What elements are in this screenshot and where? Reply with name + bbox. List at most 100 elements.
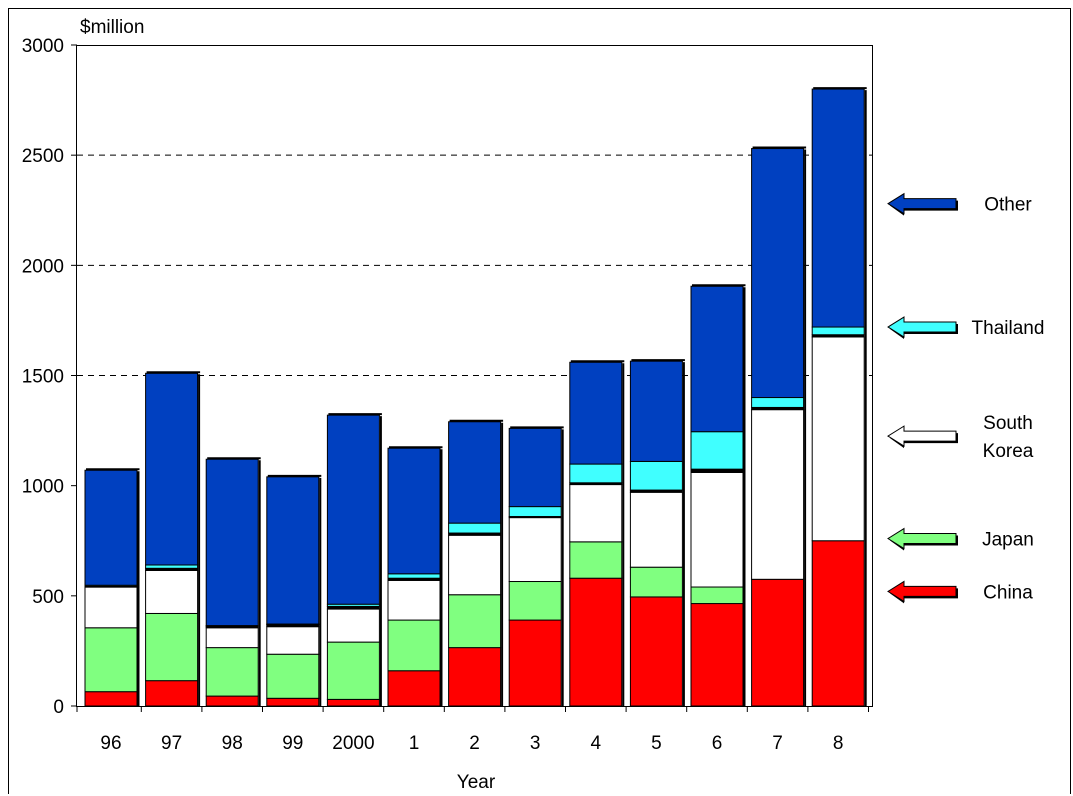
legend-label: South	[983, 413, 1033, 434]
bar-segment	[629, 360, 683, 462]
bar-segment	[84, 691, 138, 707]
bar-segment	[205, 458, 259, 627]
bar-segment	[569, 463, 623, 484]
bar-segment	[145, 680, 199, 707]
legend-label: Thailand	[972, 318, 1045, 339]
legend-arrow-icon	[887, 316, 957, 338]
x-tick-label: 6	[712, 733, 723, 754]
legend-item: Thailand	[887, 316, 1045, 340]
x-tick-label: 2	[469, 733, 480, 754]
bar-segment	[569, 484, 623, 543]
y-axis-label: $million	[80, 17, 144, 38]
x-axis: 96 97 98 99 2000 1 2 3 4 5 6 7 8	[76, 706, 869, 754]
bar-segment	[387, 670, 441, 707]
bar-segment	[84, 586, 138, 629]
y-tick-label: 1500	[22, 367, 64, 388]
bar-segment	[811, 336, 865, 542]
legend-arrow-icon	[887, 527, 957, 550]
legend: Other Thailand South Korea Japan China	[887, 192, 1045, 604]
legend-arrow-icon	[887, 425, 957, 447]
bar-stack	[266, 474, 322, 707]
bar-segment	[751, 397, 805, 408]
bar-segment	[811, 88, 865, 328]
y-tick-label: 2000	[22, 256, 64, 277]
legend-item: South Korea	[887, 413, 1034, 462]
bar-segment	[448, 421, 502, 524]
y-axis: 0 500 1000 1500 2000 2500 3000	[22, 36, 77, 718]
chart-frame	[8, 8, 1071, 794]
bar-segment	[205, 647, 259, 697]
bar-segment	[508, 517, 562, 583]
bar-segment	[266, 476, 320, 625]
bars-group	[84, 87, 867, 707]
bar-segment	[508, 581, 562, 621]
bar-stack	[508, 426, 564, 707]
bar-stack	[387, 446, 443, 707]
bar-stack	[811, 87, 867, 707]
bar-stack	[326, 413, 382, 707]
x-tick-label: 5	[651, 733, 662, 754]
bar-segment	[326, 414, 380, 605]
x-tick-label: 96	[100, 733, 121, 754]
y-tick-label: 2500	[22, 146, 64, 167]
bar-segment	[145, 372, 199, 566]
bar-segment	[266, 626, 320, 655]
y-tick-label: 1000	[22, 477, 64, 498]
legend-label: Other	[984, 195, 1032, 216]
bar-segment	[751, 578, 805, 707]
x-tick-label: 1	[409, 733, 420, 754]
bar-segment	[326, 641, 380, 700]
bar-segment	[84, 469, 138, 586]
bar-segment	[690, 586, 744, 605]
y-tick-label: 0	[53, 697, 64, 718]
bar-segment	[751, 148, 805, 399]
x-tick-label: 2000	[332, 733, 374, 754]
bar-segment	[84, 627, 138, 693]
bar-segment	[205, 627, 259, 649]
legend-label: Japan	[982, 530, 1034, 551]
bar-segment	[569, 541, 623, 579]
bar-segment	[690, 603, 744, 707]
legend-item: Other	[887, 192, 1032, 216]
legend-label: China	[983, 582, 1033, 603]
bar-segment	[145, 612, 199, 682]
y-tick-label: 500	[32, 587, 64, 608]
bar-segment	[205, 695, 259, 707]
bar-segment	[629, 460, 683, 491]
bar-segment	[448, 594, 502, 649]
bar-segment	[811, 540, 865, 707]
bar-segment	[690, 431, 744, 470]
legend-item: China	[887, 580, 1033, 604]
bar-segment	[629, 566, 683, 598]
bar-stack	[84, 468, 140, 707]
bar-segment	[387, 579, 441, 621]
bar-segment	[690, 285, 744, 433]
x-axis-label: Year	[457, 772, 496, 793]
bar-segment	[690, 471, 744, 588]
bar-segment	[629, 596, 683, 707]
bar-segment	[508, 427, 562, 508]
bar-segment	[811, 326, 865, 336]
bar-segment	[266, 653, 320, 699]
bar-segment	[387, 573, 441, 579]
bar-segment	[145, 569, 199, 614]
x-tick-label: 8	[833, 733, 844, 754]
x-tick-label: 99	[282, 733, 303, 754]
y-tick-label: 3000	[22, 36, 64, 57]
bar-segment	[448, 534, 502, 596]
legend-arrow-icon	[887, 580, 957, 603]
bar-segment	[266, 697, 320, 707]
bar-stack	[448, 419, 504, 707]
bar-segment	[387, 447, 441, 575]
bar-segment	[629, 491, 683, 568]
x-tick-label: 3	[530, 733, 541, 754]
bar-stack	[145, 371, 201, 707]
x-tick-label: 7	[772, 733, 783, 754]
x-tick-label: 97	[161, 733, 182, 754]
bar-segment	[751, 409, 805, 580]
legend-label: Korea	[983, 441, 1034, 462]
bar-segment	[448, 647, 502, 707]
bar-segment	[326, 608, 380, 643]
bar-segment	[448, 522, 502, 534]
